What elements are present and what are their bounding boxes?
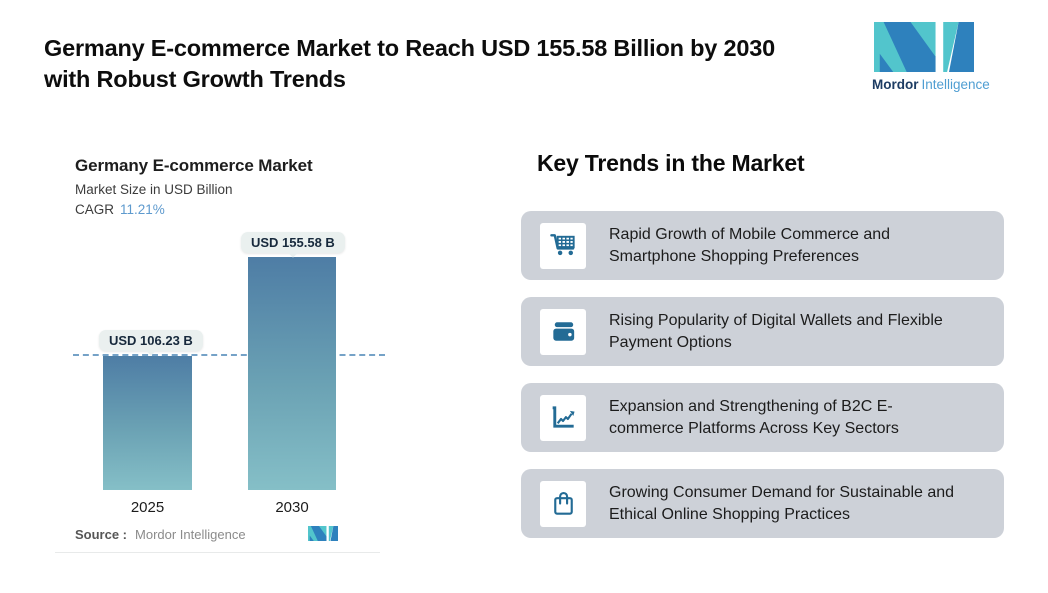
trend-text-line2: Smartphone Shopping Preferences xyxy=(609,247,859,265)
brand-word-mordor: Mordor xyxy=(872,77,919,92)
wallet-icon xyxy=(552,322,574,341)
mini-mordor-logo-icon xyxy=(308,526,338,541)
chart-cagr-row: CAGR 11.21% xyxy=(75,202,165,217)
year-label-2030: 2030 xyxy=(275,499,309,516)
market-chart-card: Germany E-commerce Market Market Size in… xyxy=(55,130,385,553)
year-label-2025: 2025 xyxy=(130,499,165,516)
shopping-bag-icon xyxy=(553,491,573,515)
trend-icon-box xyxy=(540,480,586,527)
trend-text: Rapid Growth of Mobile Commerce and Smar… xyxy=(609,224,890,268)
cagr-value: 11.21% xyxy=(120,202,165,217)
trend-text-line1: Rapid Growth of Mobile Commerce and xyxy=(609,225,891,243)
trend-text-line2: Payment Options xyxy=(609,333,732,351)
trend-card-b2c-platforms: Expansion and Strengthening of B2C E- co… xyxy=(521,383,1004,452)
page-title-line2: with Robust Growth Trends xyxy=(44,66,346,92)
value-badge-2030-text: USD 155.58 B xyxy=(251,235,335,250)
trend-text: Rising Popularity of Digital Wallets and… xyxy=(609,310,943,354)
source-value: Mordor Intelligence xyxy=(135,527,246,542)
source-row: Source : Mordor Intelligence xyxy=(75,527,246,542)
chart-subtitle: Market Size in USD Billion xyxy=(75,182,233,197)
trend-icon-box xyxy=(540,308,586,355)
mordor-intelligence-logo-icon xyxy=(874,22,974,72)
brand-wordmark: Mordor Intelligence xyxy=(872,77,990,92)
shopping-cart-icon xyxy=(549,234,575,256)
trends-heading: Key Trends in the Market xyxy=(537,150,805,176)
trend-text-line1: Growing Consumer Demand for Sustainable … xyxy=(609,483,955,501)
value-badge-2030: USD 155.58 B xyxy=(241,232,345,258)
trend-icon-box xyxy=(540,222,586,269)
trend-text-line1: Expansion and Strengthening of B2C E- xyxy=(609,397,893,415)
brand-logo: Mordor Intelligence xyxy=(872,22,990,92)
page-title: Germany E-commerce Market to Reach USD 1… xyxy=(44,33,864,95)
bar-2025 xyxy=(103,356,192,490)
trend-text-line2: commerce Platforms Across Key Sectors xyxy=(609,419,899,437)
trend-text-line2: Ethical Online Shopping Practices xyxy=(609,505,851,523)
source-label: Source : xyxy=(75,527,128,542)
trend-card-sustainable-shopping: Growing Consumer Demand for Sustainable … xyxy=(521,469,1004,538)
page-title-line1: Germany E-commerce Market to Reach USD 1… xyxy=(44,35,775,61)
trend-text: Expansion and Strengthening of B2C E- co… xyxy=(609,396,899,440)
growth-chart-icon xyxy=(552,406,575,428)
value-badge-2025-text: USD 106.23 B xyxy=(109,333,193,348)
dashed-reference-line xyxy=(73,354,385,356)
trend-list: Rapid Growth of Mobile Commerce and Smar… xyxy=(521,211,1004,555)
cagr-label: CAGR xyxy=(75,202,115,217)
trend-icon-box xyxy=(540,394,586,441)
brand-word-intelligence: Intelligence xyxy=(921,77,990,92)
chart-title: Germany E-commerce Market xyxy=(75,156,313,175)
trend-text-line1: Rising Popularity of Digital Wallets and… xyxy=(609,311,943,329)
trend-card-digital-wallets: Rising Popularity of Digital Wallets and… xyxy=(521,297,1004,366)
value-badge-2025: USD 106.23 B xyxy=(99,330,203,356)
trend-text: Growing Consumer Demand for Sustainable … xyxy=(609,482,954,526)
trend-card-mobile-commerce: Rapid Growth of Mobile Commerce and Smar… xyxy=(521,211,1004,280)
bar-2030 xyxy=(248,257,336,490)
